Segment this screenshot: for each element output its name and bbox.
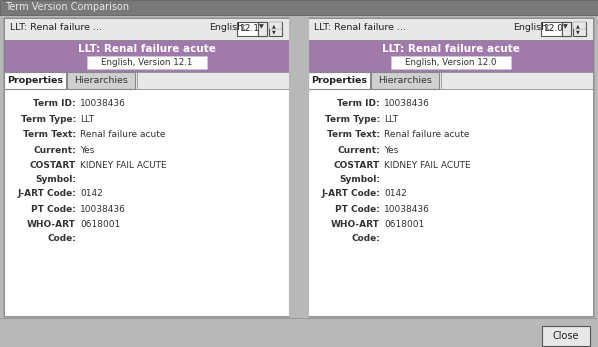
Bar (573, 22, 586, 29)
Text: LLT: Renal failure ...: LLT: Renal failure ... (10, 23, 102, 32)
Text: Properties: Properties (7, 76, 63, 85)
Text: 10038436: 10038436 (384, 204, 430, 213)
Text: English, Version 12.1: English, Version 12.1 (101, 58, 192, 67)
Text: Code:: Code: (351, 234, 380, 243)
Text: Term ID:: Term ID: (33, 99, 76, 108)
Bar (87, 56, 206, 69)
Bar (4, 72, 66, 89)
Text: Code:: Code: (47, 234, 76, 243)
Text: Term Version Comparison: Term Version Comparison (5, 2, 129, 12)
Text: Close: Close (553, 331, 579, 341)
Text: 10038436: 10038436 (80, 204, 126, 213)
Text: Current:: Current: (337, 145, 380, 154)
Text: Current:: Current: (33, 145, 76, 154)
Text: LLT: LLT (80, 115, 94, 124)
Text: ▲: ▲ (576, 23, 579, 28)
Text: ▼: ▼ (272, 29, 276, 34)
Bar (390, 56, 511, 69)
Text: Symbol:: Symbol: (35, 175, 76, 184)
Text: J-ART Code:: J-ART Code: (17, 189, 76, 198)
Text: 0618001: 0618001 (384, 220, 424, 229)
Text: J-ART Code:: J-ART Code: (321, 189, 380, 198)
Text: 12.0: 12.0 (544, 24, 564, 33)
Text: COSTART: COSTART (30, 161, 76, 170)
Bar (137, 72, 289, 89)
Text: Properties: Properties (311, 76, 367, 85)
Text: Term Type:: Term Type: (21, 115, 76, 124)
Text: PT Code:: PT Code: (335, 204, 380, 213)
Text: COSTART: COSTART (334, 161, 380, 170)
Text: Term Text:: Term Text: (23, 130, 76, 139)
Text: WHO-ART: WHO-ART (27, 220, 76, 229)
Text: Hierarchies: Hierarchies (378, 76, 432, 85)
Text: Term Text:: Term Text: (327, 130, 380, 139)
Text: WHO-ART: WHO-ART (331, 220, 380, 229)
Text: ▼: ▼ (563, 24, 568, 29)
Text: 0142: 0142 (384, 189, 407, 198)
Text: English:: English: (513, 23, 550, 32)
Text: 0142: 0142 (80, 189, 103, 198)
Bar (562, 22, 571, 36)
Text: Renal failure acute: Renal failure acute (384, 130, 469, 139)
Bar (0, 318, 598, 347)
Bar (67, 72, 135, 89)
Bar (269, 22, 282, 29)
Text: Hierarchies: Hierarchies (74, 76, 128, 85)
Bar (308, 89, 593, 316)
Bar (289, 18, 308, 316)
Bar (308, 72, 370, 89)
Text: LLT: Renal failure acute: LLT: Renal failure acute (78, 44, 215, 54)
Text: Renal failure acute: Renal failure acute (80, 130, 166, 139)
Text: LLT: LLT (384, 115, 398, 124)
Bar (308, 18, 593, 316)
Text: English, Version 12.0: English, Version 12.0 (405, 58, 496, 67)
Text: LLT: Renal failure ...: LLT: Renal failure ... (314, 23, 406, 32)
Bar (4, 89, 289, 316)
Bar (269, 22, 282, 36)
Bar (0, 0, 598, 15)
Text: ▼: ▼ (259, 24, 264, 29)
Text: Term Type:: Term Type: (325, 115, 380, 124)
Text: English:: English: (209, 23, 246, 32)
Bar (308, 40, 593, 72)
Bar (4, 18, 289, 40)
Text: Yes: Yes (384, 145, 398, 154)
Text: 10038436: 10038436 (80, 99, 126, 108)
Text: KIDNEY FAIL ACUTE: KIDNEY FAIL ACUTE (80, 161, 167, 170)
Text: LLT: Renal failure acute: LLT: Renal failure acute (382, 44, 520, 54)
Text: Symbol:: Symbol: (339, 175, 380, 184)
Text: Yes: Yes (80, 145, 94, 154)
Bar (573, 22, 586, 36)
Bar (4, 40, 289, 72)
Bar (237, 22, 267, 36)
Text: 12.1: 12.1 (240, 24, 260, 33)
Text: ▲: ▲ (272, 23, 276, 28)
Text: 10038436: 10038436 (384, 99, 430, 108)
Text: 0618001: 0618001 (80, 220, 120, 229)
Bar (308, 18, 593, 40)
Bar (441, 72, 593, 89)
Text: ▼: ▼ (576, 29, 579, 34)
Text: KIDNEY FAIL ACUTE: KIDNEY FAIL ACUTE (384, 161, 471, 170)
Text: PT Code:: PT Code: (31, 204, 76, 213)
Text: Term ID:: Term ID: (337, 99, 380, 108)
Bar (542, 326, 590, 346)
Bar (4, 18, 289, 316)
Bar (371, 72, 439, 89)
Bar (258, 22, 267, 36)
Bar (541, 22, 571, 36)
